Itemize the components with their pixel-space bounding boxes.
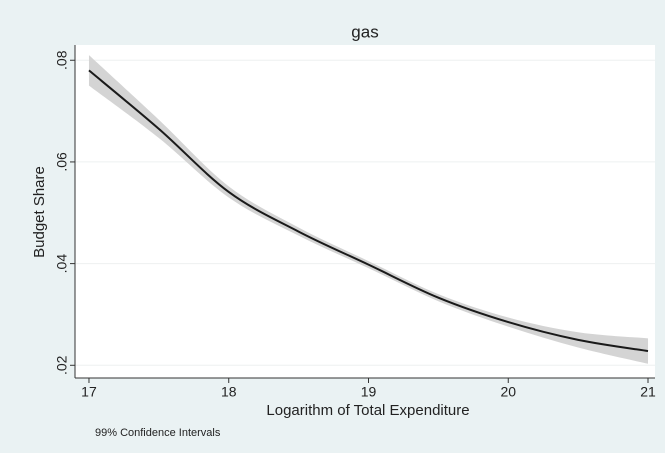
x-tick-label: 17 (81, 384, 97, 400)
x-tick-label: 19 (361, 384, 377, 400)
y-tick-label: .08 (54, 50, 70, 70)
note: 99% Confidence Intervals (95, 427, 221, 439)
y-axis-title: Budget Share (31, 166, 48, 258)
x-tick-label: 18 (221, 384, 237, 400)
y-tick-label: .06 (54, 152, 70, 172)
plot-area (75, 45, 655, 378)
x-tick-label: 21 (640, 384, 656, 400)
x-axis-title: Logarithm of Total Expenditure (266, 402, 469, 419)
x-tick-label: 20 (500, 384, 516, 400)
y-tick-label: .02 (54, 355, 70, 375)
chart-title: gas (351, 22, 378, 41)
line (88, 69, 649, 353)
y-tick-label: .04 (54, 254, 70, 274)
